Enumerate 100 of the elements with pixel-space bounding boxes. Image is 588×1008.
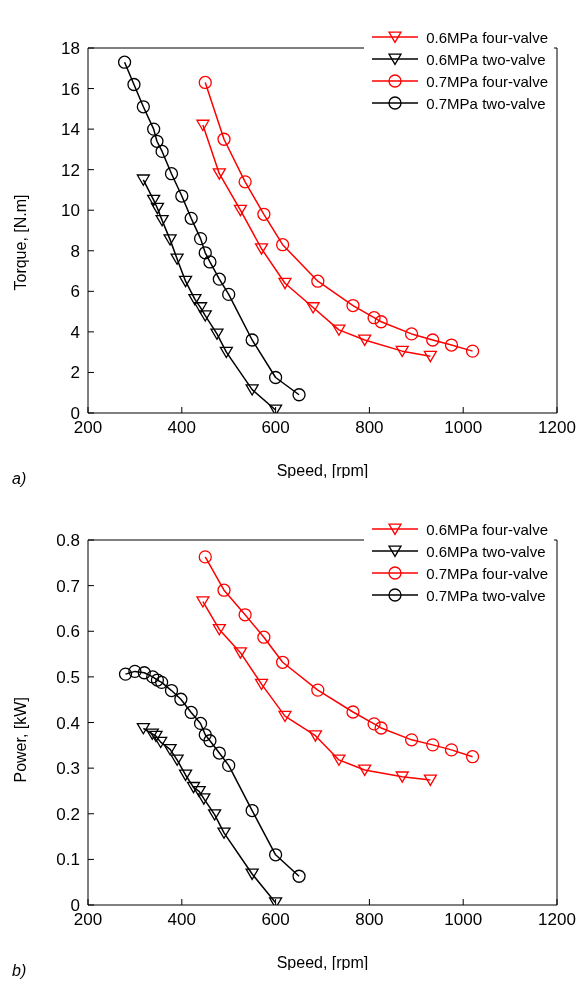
x-tick-label: 1000 [444,910,483,930]
y-tick-label: 0.8 [56,531,80,551]
point [192,785,206,798]
y-tick-label: 0.3 [56,759,80,779]
x-tick-label: 1000 [444,418,483,438]
point [278,277,292,290]
x-tick-label: 400 [167,910,196,930]
point [198,75,212,90]
point [465,344,480,358]
x-tick-label: 800 [355,418,384,438]
y-axis-title: Power, [kW] [11,697,29,783]
text: a) [12,470,27,488]
point [136,100,150,114]
point [404,733,419,747]
legend-label: 0.7MPa two-valve [426,586,546,604]
point [346,298,360,313]
point [117,55,132,69]
point [207,809,222,821]
x-tick-label: 1200 [538,910,576,930]
point [198,728,212,742]
y-tick-label: 8 [70,241,80,261]
point [358,334,372,347]
y-tick-label: 14 [61,120,80,140]
point [150,134,164,148]
point [154,675,169,689]
point [238,175,252,189]
point [278,710,292,723]
point [444,338,459,352]
point [164,683,179,698]
legend-label: 0.7MPa two-valve [426,94,546,112]
legend-label: 0.6MPa four-valve [426,28,548,46]
point [238,608,252,622]
y-axis-title: Torque, [N.m] [11,194,29,291]
point [203,734,217,748]
point [170,754,184,766]
y-tick-label: 0.2 [56,804,80,824]
y-tick-label: 16 [61,79,80,99]
y-tick-label: 10 [61,201,80,221]
x-tick-label: 1200 [538,418,576,438]
point [395,771,409,783]
x-tick-label: 600 [261,418,290,438]
point [184,211,198,225]
point [188,293,202,306]
point [257,630,271,644]
point [254,678,269,691]
point [178,769,193,782]
point [217,583,231,597]
point [136,174,150,186]
point [210,328,224,340]
point [163,743,177,756]
point [186,781,201,794]
legend-label: 0.6MPa two-valve [426,50,546,68]
point [203,255,217,269]
point [198,550,212,564]
point [137,666,151,680]
point [217,827,231,839]
point [395,345,409,358]
point [136,722,150,735]
text: b) [12,962,27,980]
point [308,730,323,742]
point [254,243,269,255]
x-tick-label: 800 [355,910,384,930]
point [292,869,306,883]
point [150,673,165,687]
point [149,730,163,743]
point [219,346,233,359]
point [292,388,306,402]
y-tick-label: 0.1 [56,850,80,870]
point [212,623,226,636]
point [118,667,133,681]
point [245,384,259,396]
point [311,683,325,697]
point [358,764,372,776]
point [155,214,169,227]
legend-label: 0.7MPa four-valve [426,72,548,90]
point [222,758,236,773]
point [423,350,438,363]
point [175,189,189,203]
point [212,272,226,286]
y-tick-label: 6 [70,282,80,302]
point [268,848,283,862]
y-tick-label: 0.4 [56,713,80,733]
point [426,738,440,752]
y-tick-label: 18 [61,39,80,59]
point [257,207,271,221]
y-tick-label: 0.6 [56,622,80,642]
point [155,144,169,159]
point [150,202,165,215]
point [465,750,480,764]
point [196,119,210,132]
point [423,774,438,787]
point [154,736,168,749]
point [174,692,188,706]
point [374,315,388,329]
x-tick-label: 600 [261,910,290,930]
point [146,670,160,684]
point [127,77,141,92]
y-tick-label: 0.5 [56,667,80,687]
point [128,664,142,679]
point [245,868,259,881]
